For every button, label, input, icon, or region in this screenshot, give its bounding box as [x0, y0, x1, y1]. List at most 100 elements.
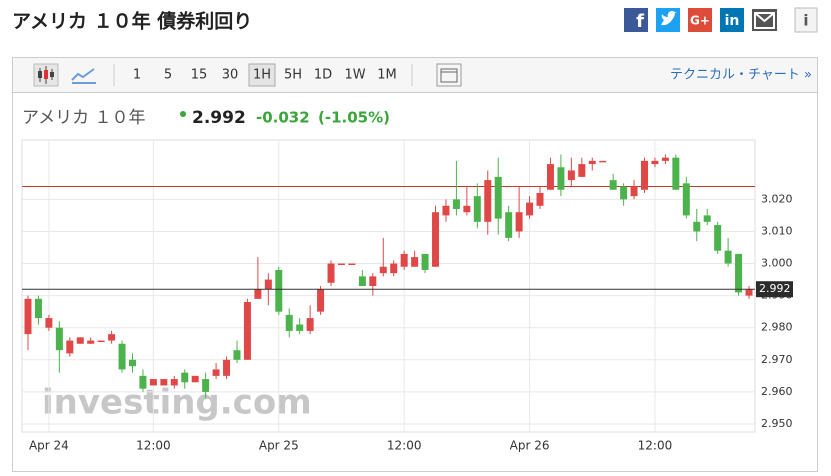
y-tick-label: 3.010: [761, 224, 793, 237]
x-tick-label: 12:00: [136, 439, 171, 453]
facebook-button[interactable]: [624, 8, 648, 32]
candle-body: [317, 289, 325, 312]
candle-body: [693, 221, 701, 232]
technical-chart-link[interactable]: テクニカル・チャート »: [670, 68, 812, 83]
info-button[interactable]: [794, 7, 818, 33]
x-tick-label: Apr 24: [29, 439, 69, 453]
candle-body: [306, 318, 314, 331]
change: -0.032: [256, 109, 310, 127]
price: 2.992: [192, 108, 246, 128]
candle-body: [139, 375, 147, 389]
candle-body: [212, 369, 220, 376]
status-dot: [180, 111, 186, 117]
candle-body: [379, 266, 387, 274]
candle-body: [484, 180, 492, 222]
candle-body: [505, 212, 513, 238]
candle-body: [149, 379, 157, 386]
candle-body: [223, 359, 231, 376]
instrument-name: アメリカ １０年: [22, 108, 146, 128]
candle-body: [745, 289, 753, 296]
candle-body: [191, 375, 199, 383]
x-tick-label: 12:00: [638, 439, 673, 453]
last-price-label: 2.992: [759, 282, 791, 295]
facebook-icon: f: [636, 11, 644, 32]
candle-body: [34, 298, 42, 319]
y-tick-label: 2.980: [761, 321, 793, 334]
toolbar: [12, 57, 818, 93]
candle-body: [661, 157, 669, 161]
candle-body: [400, 253, 408, 267]
candle-body: [97, 340, 105, 343]
candle-body: [473, 196, 481, 222]
y-tick-label: 3.000: [761, 257, 793, 270]
candle-body: [202, 379, 210, 392]
candle-body: [411, 257, 419, 267]
candle-body: [118, 343, 126, 370]
google-button[interactable]: [688, 8, 712, 32]
candle-body: [264, 279, 272, 290]
line-type-button[interactable]: [71, 68, 96, 84]
candle-body: [275, 269, 283, 312]
candle-body: [337, 263, 345, 266]
candle-body: [578, 164, 586, 177]
y-tick-label: 2.960: [761, 385, 793, 398]
interval-button[interactable]: 1: [133, 68, 141, 83]
candle-body: [254, 289, 262, 299]
candle-body: [651, 160, 659, 165]
candle-body: [327, 263, 335, 283]
candle-body: [243, 302, 251, 360]
candle-body: [452, 199, 460, 209]
interval-active: [248, 63, 276, 87]
candle-body: [45, 318, 53, 328]
share-buttons: f G+ in i: [624, 7, 818, 33]
interval-button[interactable]: 1H: [253, 68, 271, 83]
interval-button[interactable]: 30: [222, 68, 239, 83]
candle-body: [170, 379, 178, 386]
x-tick-label: 12:00: [387, 439, 422, 453]
watermark: investing.com: [42, 383, 312, 423]
last-price-box: [756, 281, 793, 298]
candle-body: [630, 186, 638, 197]
y-tick-label: 2.970: [761, 353, 793, 366]
candle-body: [390, 263, 398, 274]
google-icon: G+: [690, 14, 710, 28]
interval-button[interactable]: 1M: [377, 68, 397, 83]
interval-button[interactable]: 15: [191, 68, 208, 83]
linkedin-button[interactable]: [720, 8, 744, 32]
candle-body: [55, 327, 63, 351]
interval-button[interactable]: 1W: [344, 68, 365, 83]
interval-button[interactable]: 1D: [314, 68, 332, 83]
change-percent: (-1.05%): [318, 109, 390, 127]
candle-body: [160, 379, 168, 386]
candle-body: [463, 205, 471, 213]
candle-body: [672, 157, 680, 190]
candle-body: [567, 170, 575, 181]
candle-body: [285, 314, 293, 331]
candle-body: [609, 180, 617, 190]
candle-body: [128, 359, 136, 367]
candle-body: [682, 183, 690, 216]
candle-body: [557, 167, 565, 190]
candle-body: [714, 225, 722, 251]
candle-body: [724, 250, 732, 264]
interval-button[interactable]: 5H: [284, 68, 302, 83]
y-tick-label: 3.020: [761, 192, 793, 205]
twitter-icon: [661, 11, 677, 26]
chart-panel: [12, 92, 818, 472]
candle-body: [421, 253, 429, 270]
plot-area: [21, 139, 756, 433]
linkedin-icon: in: [725, 13, 740, 29]
interval-button[interactable]: 5: [164, 68, 172, 83]
candle-body: [369, 276, 377, 286]
candle-body: [735, 253, 743, 293]
candle-body: [620, 186, 628, 200]
x-tick-label: Apr 26: [510, 439, 550, 453]
candle-body: [588, 160, 596, 165]
page-title: アメリカ １０年 債券利回り: [12, 10, 252, 33]
candle-body: [536, 192, 544, 206]
candle-body: [432, 212, 440, 267]
mail-icon: [754, 12, 775, 29]
candle-body: [599, 160, 607, 163]
